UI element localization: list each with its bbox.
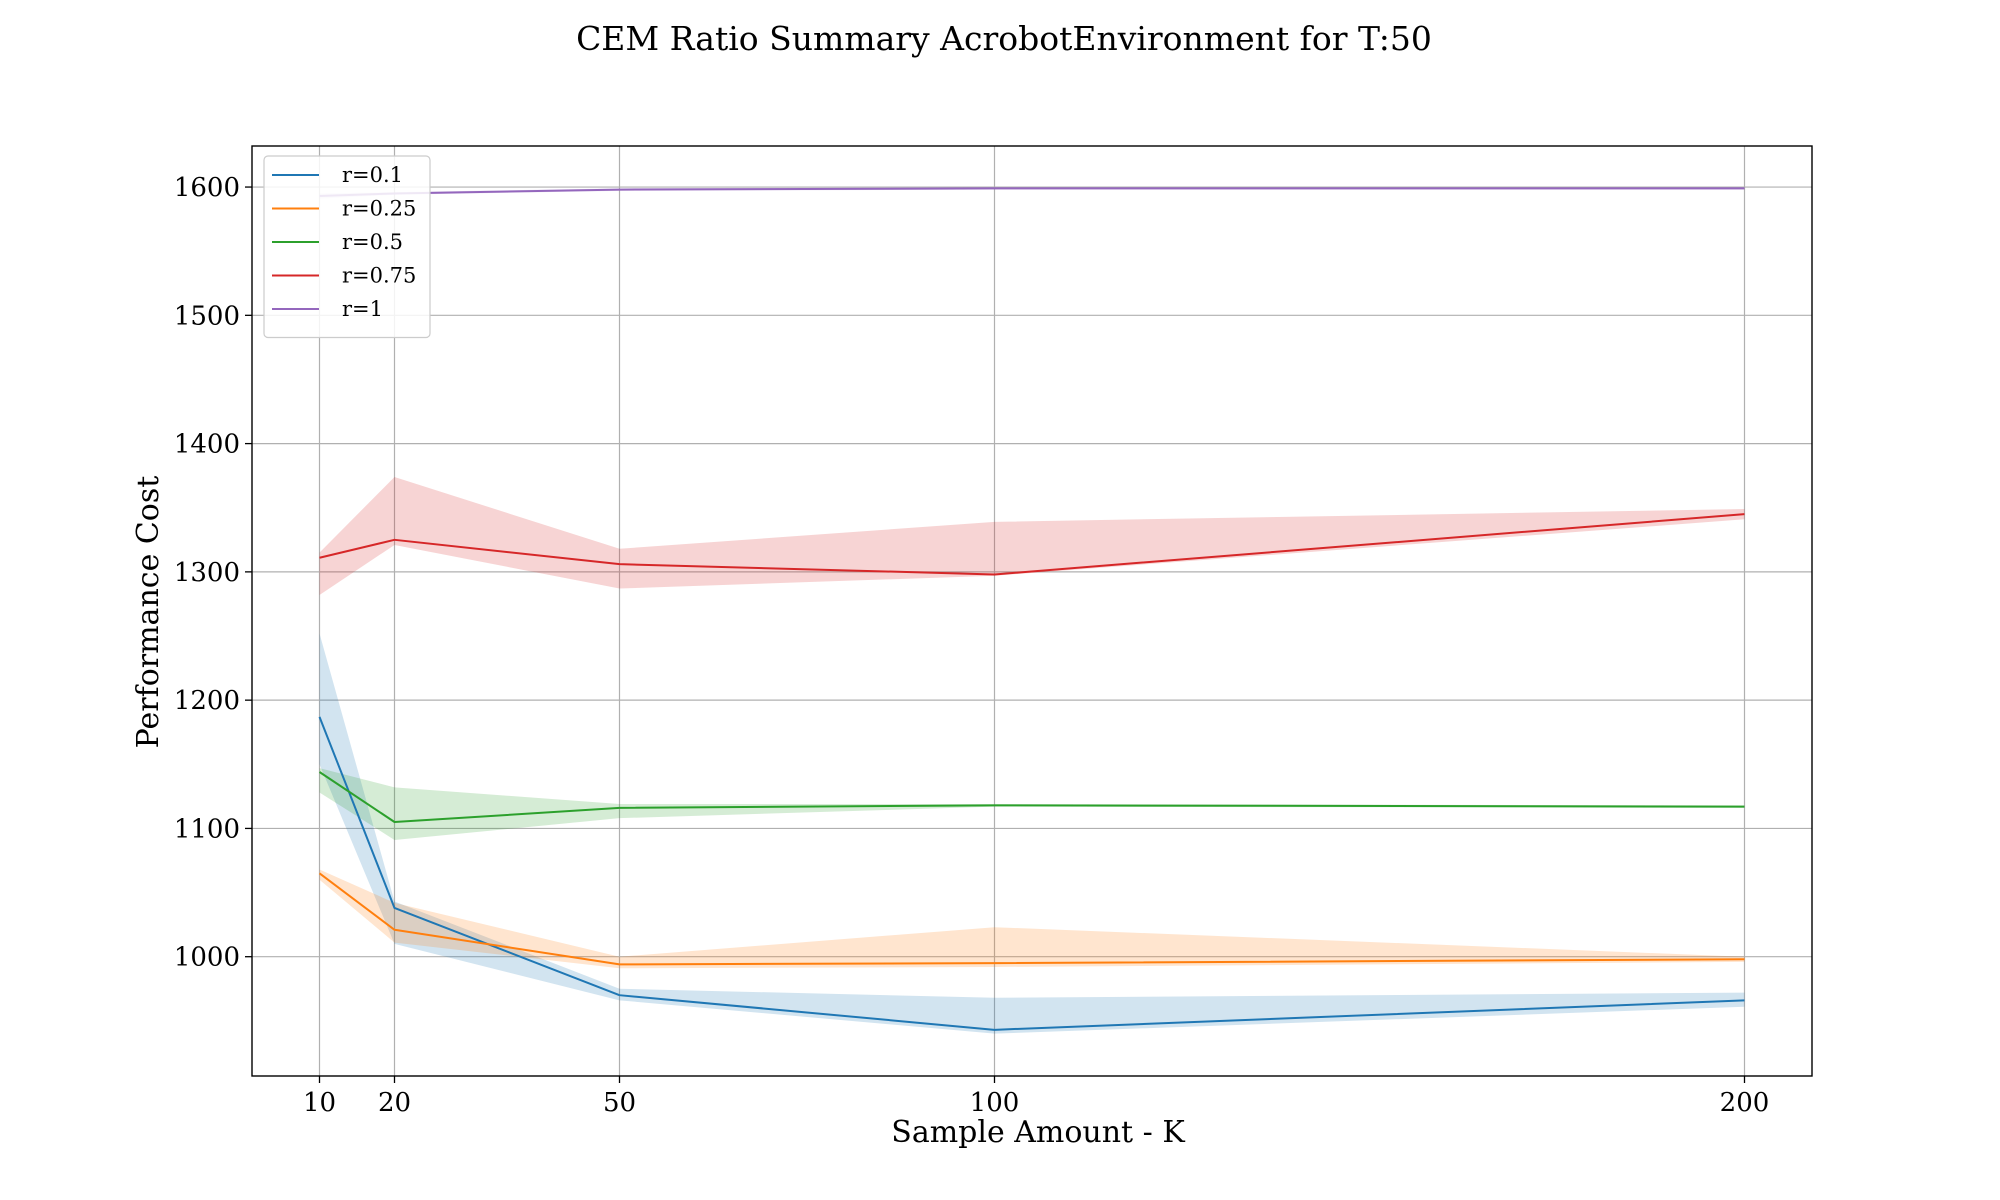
confidence-bands [319,187,1745,1034]
line-series-0 [318,716,1745,1031]
legend-label-series-1: r=0.25 [342,197,416,221]
legend-label-series-2: r=0.5 [342,230,403,254]
band-series-2 [319,768,1745,840]
x-tick-label: 10 [303,1088,336,1118]
x-tick-label: 100 [970,1088,1020,1118]
x-tick-label: 20 [378,1088,411,1118]
chart-title: CEM Ratio Summary AcrobotEnvironment for… [576,19,1432,58]
band-series-0 [319,633,1745,1034]
y-tick-label: 1300 [174,558,240,588]
series-lines [318,187,1745,1031]
y-tick-label: 1600 [174,173,240,203]
legend-box [263,155,431,339]
band-series-1 [319,869,1745,969]
y-axis-label: Performance Cost [131,476,166,749]
legend-label-series-4: r=1 [342,297,383,321]
y-tick-label: 1500 [174,301,240,331]
y-tick-label: 1200 [174,686,240,716]
y-tick-label: 1100 [174,814,240,844]
x-tick-label: 50 [603,1088,636,1118]
legend: r=0.1 r=0.25 r=0.5 r=0.75 r=1 [263,155,431,339]
legend-label-series-3: r=0.75 [342,264,416,288]
band-series-3 [319,476,1745,595]
y-tick-label: 1000 [174,943,240,973]
plot-area-frame [251,145,1813,1077]
y-tick-label: 1400 [174,430,240,460]
x-axis-label: Sample Amount - K [891,1115,1185,1150]
x-tick-label: 200 [1720,1088,1770,1118]
axis-ticks: 10 20 50 100 200 1000 1100 1200 1300 1400 1500 1600 [174,173,1769,1118]
legend-label-series-0: r=0.1 [342,163,403,187]
